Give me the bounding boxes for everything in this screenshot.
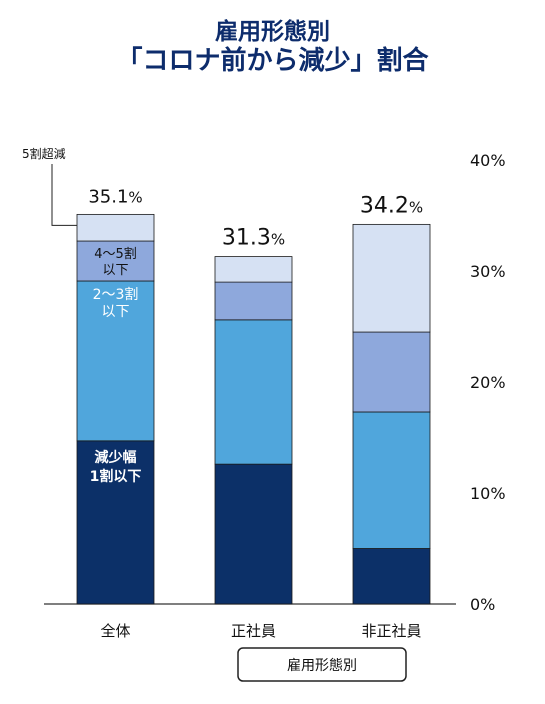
- segment-label: 4～5割: [94, 246, 137, 262]
- bar-segment: [76, 440, 155, 605]
- x-axis-label: 雇用形態別: [287, 657, 357, 674]
- category-label: 正社員: [231, 622, 276, 640]
- bar-segment: [214, 463, 293, 605]
- x-axis-label-box: [237, 647, 407, 682]
- y-tick-label: 0%: [470, 595, 495, 614]
- bar-segment: [214, 256, 293, 283]
- bar-segment: [76, 213, 155, 242]
- bar-segment: [76, 240, 155, 282]
- y-tick-label: 40%: [470, 151, 506, 170]
- bar-segment: [214, 281, 293, 321]
- segment-label: 1割以下: [90, 468, 142, 485]
- category-label: 非正社員: [361, 622, 421, 640]
- segment-label: 減少幅: [95, 449, 137, 466]
- total-label: 31.3%: [222, 226, 285, 251]
- bar-segment: [76, 280, 155, 442]
- bar-segment: [352, 223, 431, 333]
- chart-title-line2: 「コロナ前から減少」割合: [116, 46, 429, 76]
- y-tick-label: 20%: [470, 373, 506, 392]
- total-label: 35.1%: [88, 186, 142, 207]
- bar-segment: [352, 331, 431, 413]
- category-label: 全体: [100, 622, 130, 640]
- total-label: 34.2%: [360, 193, 423, 218]
- segment-label: 以下: [102, 304, 130, 320]
- bar-segment: [352, 548, 431, 605]
- bar-segment: [352, 411, 431, 549]
- segment-label: 2～3割: [93, 286, 139, 303]
- callout-leader-line: [51, 164, 77, 226]
- chart-title-line1: 雇用形態別: [215, 19, 330, 45]
- segment-label: 以下: [102, 263, 128, 278]
- y-tick-label: 30%: [470, 262, 506, 281]
- segment-callout-label: 5割超減: [22, 146, 66, 161]
- y-tick-label: 10%: [470, 484, 506, 503]
- bar-segment: [214, 319, 293, 465]
